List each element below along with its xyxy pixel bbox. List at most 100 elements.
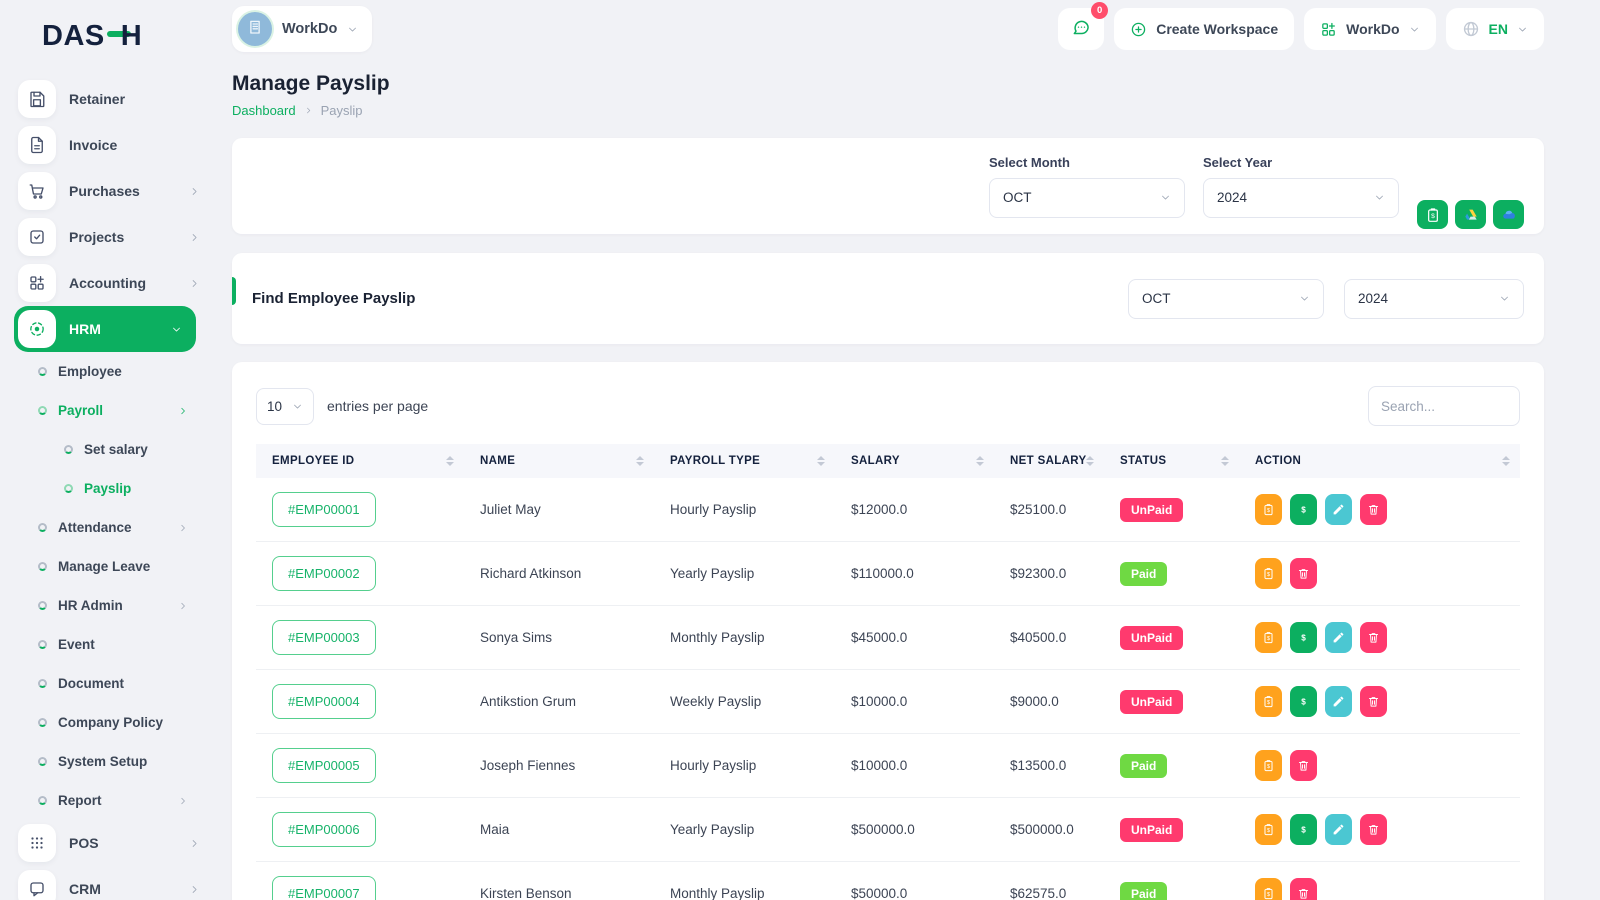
employee-name: Maia bbox=[480, 822, 510, 837]
edit-button[interactable] bbox=[1325, 686, 1352, 717]
sidebar-item-system-setup[interactable]: System Setup bbox=[14, 742, 210, 781]
sidebar-item-retainer[interactable]: Retainer bbox=[14, 76, 210, 122]
employee-id-chip[interactable]: #EMP00005 bbox=[272, 748, 376, 783]
pay-button[interactable]: $ bbox=[1290, 814, 1317, 845]
sidebar-nav: Retainer Invoice Purchases Projects Accounti… bbox=[14, 76, 210, 900]
search-input[interactable] bbox=[1368, 386, 1520, 426]
sidebar-item-attendance[interactable]: Attendance bbox=[14, 508, 210, 547]
sidebar-item-document[interactable]: Document bbox=[14, 664, 210, 703]
sort-icon bbox=[1086, 456, 1094, 466]
sidebar-item-report[interactable]: Report bbox=[14, 781, 210, 820]
payroll-type: Yearly Payslip bbox=[670, 566, 755, 581]
svg-text:$: $ bbox=[1267, 700, 1270, 706]
sidebar-item-hrm[interactable]: HRM bbox=[14, 306, 196, 352]
pay-button[interactable]: $ bbox=[1290, 494, 1317, 525]
edit-button[interactable] bbox=[1325, 814, 1352, 845]
bullet-icon bbox=[38, 757, 47, 766]
bullet-icon bbox=[38, 562, 47, 571]
sidebar-item-label: Company Policy bbox=[58, 715, 164, 730]
payslip-button[interactable]: $ bbox=[1255, 494, 1282, 525]
sidebar-item-company-policy[interactable]: Company Policy bbox=[14, 703, 210, 742]
year-select[interactable]: 2024 bbox=[1203, 177, 1399, 218]
column-header-action[interactable]: ACTION bbox=[1239, 444, 1520, 478]
employee-name: Kirsten Benson bbox=[480, 886, 572, 900]
sidebar-item-purchases[interactable]: Purchases bbox=[14, 168, 210, 214]
pay-button[interactable]: $ bbox=[1290, 622, 1317, 653]
sidebar-item-set-salary[interactable]: Set salary bbox=[14, 430, 210, 469]
payslip-button[interactable]: $ bbox=[1255, 750, 1282, 781]
export-payslip-button[interactable]: $ bbox=[1417, 200, 1448, 229]
workspace-selector[interactable]: WorkDo bbox=[232, 6, 373, 52]
employee-name: Richard Atkinson bbox=[480, 566, 582, 581]
edit-button[interactable] bbox=[1325, 622, 1352, 653]
employee-id-chip[interactable]: #EMP00007 bbox=[272, 876, 376, 900]
sidebar-item-pos[interactable]: POS bbox=[14, 820, 210, 866]
brand-logo[interactable]: DAS H bbox=[14, 14, 210, 58]
month-select[interactable]: OCT bbox=[989, 177, 1185, 218]
net-salary-value: $13500.0 bbox=[1010, 758, 1067, 773]
column-header-net-salary[interactable]: NET SALARY bbox=[994, 444, 1104, 478]
payslip-button[interactable]: $ bbox=[1255, 878, 1282, 900]
delete-button[interactable] bbox=[1360, 814, 1387, 845]
sidebar-item-payslip[interactable]: Payslip bbox=[14, 469, 210, 508]
grid-plus-icon bbox=[18, 264, 56, 302]
sidebar-item-label: POS bbox=[69, 835, 99, 851]
sidebar-item-payroll[interactable]: Payroll bbox=[14, 391, 210, 430]
sidebar-item-invoice[interactable]: Invoice bbox=[14, 122, 210, 168]
column-header-employee-id[interactable]: EMPLOYEE ID bbox=[256, 444, 464, 478]
delete-button[interactable] bbox=[1290, 878, 1317, 900]
entries-per-page-label: entries per page bbox=[327, 398, 429, 414]
sidebar-item-crm[interactable]: CRM bbox=[14, 866, 210, 900]
delete-button[interactable] bbox=[1360, 686, 1387, 717]
sidebar-item-hr-admin[interactable]: HR Admin bbox=[14, 586, 210, 625]
export-onedrive-button[interactable] bbox=[1493, 200, 1524, 229]
sidebar-item-employee[interactable]: Employee bbox=[14, 352, 210, 391]
find-year-select[interactable]: 2024 bbox=[1344, 278, 1524, 319]
delete-button[interactable] bbox=[1360, 494, 1387, 525]
edit-button[interactable] bbox=[1325, 494, 1352, 525]
sidebar-item-accounting[interactable]: Accounting bbox=[14, 260, 210, 306]
create-workspace-button[interactable]: Create Workspace bbox=[1114, 8, 1295, 50]
sidebar-item-manage-leave[interactable]: Manage Leave bbox=[14, 547, 210, 586]
employee-id-chip[interactable]: #EMP00002 bbox=[272, 556, 376, 591]
find-month-select[interactable]: OCT bbox=[1128, 278, 1324, 319]
svg-text:$: $ bbox=[1301, 697, 1306, 706]
sidebar-item-label: Attendance bbox=[58, 520, 132, 535]
workdo-menu-button[interactable]: WorkDo bbox=[1304, 8, 1436, 50]
employee-id-chip[interactable]: #EMP00004 bbox=[272, 684, 376, 719]
payslip-button[interactable]: $ bbox=[1255, 814, 1282, 845]
payslip-button[interactable]: $ bbox=[1255, 622, 1282, 653]
column-header-status[interactable]: STATUS bbox=[1104, 444, 1239, 478]
logo-dash-icon bbox=[106, 31, 131, 38]
cart-icon bbox=[18, 172, 56, 210]
sidebar-item-label: Set salary bbox=[84, 442, 148, 457]
language-selector[interactable]: EN bbox=[1445, 8, 1544, 50]
column-header-name[interactable]: NAME bbox=[464, 444, 654, 478]
employee-id-chip[interactable]: #EMP00001 bbox=[272, 492, 376, 527]
workspace-avatar bbox=[238, 12, 272, 46]
entries-per-page-select[interactable]: 10 bbox=[256, 387, 314, 425]
bullet-icon bbox=[38, 406, 47, 415]
payslip-button[interactable]: $ bbox=[1255, 686, 1282, 717]
delete-button[interactable] bbox=[1360, 622, 1387, 653]
payslip-button[interactable]: $ bbox=[1255, 558, 1282, 589]
svg-text:$: $ bbox=[1267, 892, 1270, 898]
breadcrumb-dashboard-link[interactable]: Dashboard bbox=[232, 103, 296, 118]
column-header-salary[interactable]: SALARY bbox=[835, 444, 994, 478]
pay-button[interactable]: $ bbox=[1290, 686, 1317, 717]
column-header-payroll-type[interactable]: PAYROLL TYPE bbox=[654, 444, 835, 478]
employee-id-chip[interactable]: #EMP00003 bbox=[272, 620, 376, 655]
sidebar-item-label: Payroll bbox=[58, 403, 104, 418]
employee-id-chip[interactable]: #EMP00006 bbox=[272, 812, 376, 847]
messages-button[interactable]: 0 bbox=[1058, 2, 1109, 50]
export-google-drive-button[interactable] bbox=[1455, 200, 1486, 229]
chevron-down-icon bbox=[1517, 24, 1528, 35]
salary-value: $500000.0 bbox=[851, 822, 915, 837]
clipboard-dollar-icon: $ bbox=[1425, 207, 1441, 223]
delete-button[interactable] bbox=[1290, 558, 1317, 589]
sidebar-item-event[interactable]: Event bbox=[14, 625, 210, 664]
sidebar-item-projects[interactable]: Projects bbox=[14, 214, 210, 260]
main-area: WorkDo 0 Create Workspace WorkDo bbox=[210, 0, 1600, 900]
payroll-type: Monthly Payslip bbox=[670, 630, 765, 645]
delete-button[interactable] bbox=[1290, 750, 1317, 781]
